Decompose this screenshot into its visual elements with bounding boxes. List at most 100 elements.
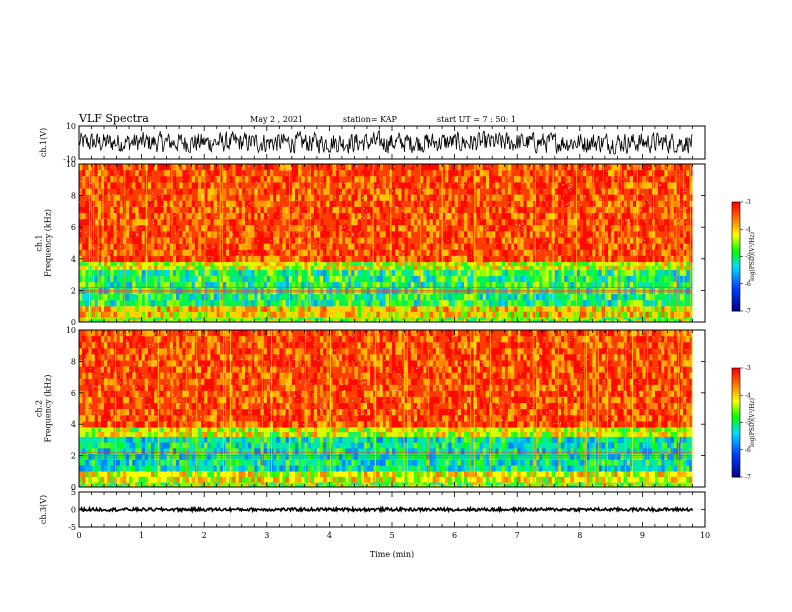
spectrogram-cell xyxy=(166,459,170,466)
spectrogram-speckle xyxy=(295,243,297,245)
spectrogram-cell xyxy=(251,282,255,289)
spectrogram-cell xyxy=(667,219,671,226)
spectrogram-cell xyxy=(107,194,111,201)
spectrogram-cell xyxy=(557,164,562,171)
spectrogram-cell xyxy=(573,249,577,257)
spectrogram-speckle xyxy=(659,177,661,179)
spectrogram-cell xyxy=(110,317,114,320)
spectrogram-cell xyxy=(570,188,574,195)
spectrogram-cell xyxy=(129,231,133,238)
spectrogram-cell xyxy=(413,255,418,263)
spectrogram-cell xyxy=(608,225,612,232)
spectrogram-cell xyxy=(241,200,246,208)
spectrogram-cell xyxy=(523,275,527,283)
spectrogram-cell xyxy=(460,317,465,320)
spectrogram-cell xyxy=(116,282,120,289)
spectrogram-speckle xyxy=(605,234,607,236)
spectrogram-cell xyxy=(417,265,421,271)
spectrogram-cell xyxy=(680,265,684,271)
spectrogram-cell xyxy=(151,237,155,244)
spectrogram-cell xyxy=(545,282,549,289)
spectrogram-cell xyxy=(642,265,646,271)
spectrogram-cell xyxy=(370,294,374,301)
spectrogram-cell xyxy=(201,243,205,250)
spectrogram-cell xyxy=(576,225,581,232)
spectrogram-cell xyxy=(442,482,446,485)
spectrogram-cell xyxy=(520,231,524,238)
spectrogram-cell xyxy=(382,317,386,320)
spectrogram-cell xyxy=(316,255,321,263)
spectrogram-cell xyxy=(141,275,145,283)
spectrogram-cell xyxy=(79,471,83,478)
spectrogram-cell xyxy=(504,225,509,232)
spectrogram-cell xyxy=(241,206,246,214)
spectrogram-speckle xyxy=(570,202,572,204)
spectrogram-cell xyxy=(567,484,571,488)
spectrogram-cell xyxy=(448,231,452,238)
spectrogram-cell xyxy=(520,255,524,263)
spectrogram-cell xyxy=(104,231,108,238)
spectrogram-cell xyxy=(323,176,327,183)
spectrogram-cell xyxy=(151,288,155,295)
spectrogram-cell xyxy=(154,219,158,226)
spectrogram-cell xyxy=(279,288,283,295)
spectrogram-cell xyxy=(338,170,343,177)
spectrogram-cell xyxy=(561,317,565,320)
spectrogram-cell xyxy=(492,194,496,201)
spectrogram-cell xyxy=(464,243,468,250)
spectrogram-cell xyxy=(97,170,102,177)
spectrogram-cell xyxy=(376,255,380,263)
spectrogram-cell xyxy=(401,182,405,189)
spectrogram-cell xyxy=(179,436,183,443)
spectrogram-cell xyxy=(517,219,521,226)
spectrogram-cell xyxy=(276,194,280,201)
spectrogram-cell xyxy=(573,188,577,195)
spectrogram-cell xyxy=(420,288,424,295)
spectrogram-cell xyxy=(532,484,537,488)
spectrogram-cell xyxy=(379,294,383,301)
spectrogram-cell xyxy=(204,219,208,226)
spectrogram-cell xyxy=(94,288,99,295)
spectrogram-speckle xyxy=(175,253,177,255)
spectrogram-speckle xyxy=(466,194,468,196)
spectrogram-speckle xyxy=(291,219,293,221)
spectrogram-cell xyxy=(351,200,355,208)
spectrogram-cell xyxy=(107,306,111,312)
spectrogram-cell xyxy=(163,282,167,289)
spectrogram-cell xyxy=(617,319,621,323)
spectrogram-speckle xyxy=(660,180,662,181)
spectrogram-cell xyxy=(248,237,252,244)
spectrogram-cell xyxy=(257,249,261,257)
spectrogram-cell xyxy=(658,306,662,312)
spectrogram-cell xyxy=(141,255,145,263)
spectrogram-cell xyxy=(523,206,527,214)
spectrogram-cell xyxy=(367,476,371,483)
spectrogram-cell xyxy=(573,182,577,189)
spectrogram-cell xyxy=(626,231,631,238)
spectrogram-cell xyxy=(304,471,308,478)
spectrogram-cell xyxy=(97,306,102,312)
spectrogram-cell xyxy=(332,243,336,250)
spectrogram-cell xyxy=(138,237,142,244)
spectrogram-cell xyxy=(207,194,211,201)
spectrogram-speckle xyxy=(224,217,226,219)
spectrogram-speckle xyxy=(229,179,231,181)
spectrogram-cell xyxy=(504,213,509,220)
spectrogram-cell xyxy=(476,206,480,214)
spectrogram-cell xyxy=(645,237,649,244)
spectrogram-cell xyxy=(94,200,99,208)
spectrogram-cell xyxy=(363,294,368,301)
spectrogram-cell xyxy=(269,219,274,226)
spectrogram-cell xyxy=(432,482,437,485)
spectrogram-speckle xyxy=(411,165,413,167)
spectrogram-cell xyxy=(576,176,581,183)
spectrogram-cell xyxy=(570,282,574,289)
spectrogram-cell xyxy=(100,436,105,443)
spectrogram-cell xyxy=(157,275,161,283)
spectrogram-speckle xyxy=(658,231,660,233)
spectrogram-speckle xyxy=(514,209,516,211)
spectrogram-cell xyxy=(266,275,271,283)
spectrogram-cell xyxy=(307,249,311,257)
spectrogram-cell xyxy=(570,471,574,478)
spectrogram-cell xyxy=(363,255,368,263)
